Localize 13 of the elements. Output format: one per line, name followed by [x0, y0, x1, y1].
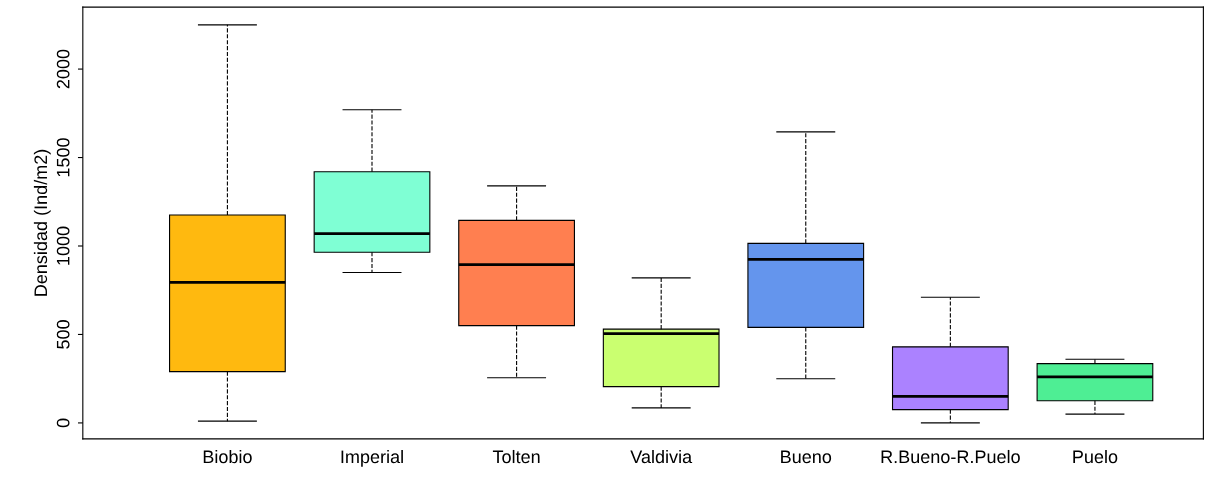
y-axis-title: Densidad (Ind/m2) — [33, 149, 51, 296]
x-tick-label: Valdivia — [630, 449, 693, 464]
y-tick-label: 1500 — [56, 138, 70, 177]
y-tick-label: 2000 — [56, 49, 70, 89]
x-tick-label: Tolten — [492, 449, 540, 464]
y-tick-label: 0 — [56, 418, 70, 428]
x-tick-label: R.Bueno-R.Puelo — [881, 449, 1020, 464]
x-tick-label: Imperial — [341, 449, 403, 467]
y-tick-label: 1000 — [56, 226, 70, 265]
x-tick-label: Biobio — [203, 449, 252, 464]
x-tick-label: Bueno — [781, 450, 832, 464]
x-tick-label: Puelo — [1073, 449, 1118, 464]
y-tick-label: 500 — [56, 320, 70, 349]
